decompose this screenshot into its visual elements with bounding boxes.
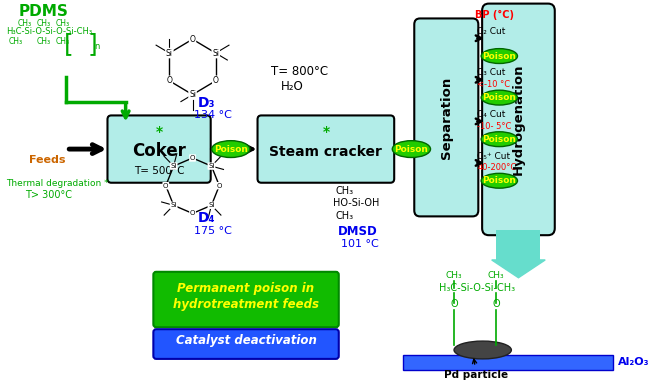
Text: CH₃: CH₃	[446, 271, 462, 280]
Text: [: [	[63, 32, 73, 56]
Ellipse shape	[393, 141, 430, 158]
Text: O: O	[216, 183, 222, 189]
Text: O: O	[163, 183, 168, 189]
Text: 175 °C: 175 °C	[194, 226, 232, 236]
Text: Coker: Coker	[132, 142, 186, 160]
Text: Poison: Poison	[482, 135, 516, 144]
Text: -10- 5°C: -10- 5°C	[477, 122, 512, 131]
Text: 134 °C: 134 °C	[194, 111, 232, 120]
Text: Al₂O₃: Al₂O₃	[618, 357, 649, 367]
Text: O: O	[190, 210, 195, 217]
Ellipse shape	[481, 132, 518, 147]
Text: Si: Si	[166, 48, 173, 57]
Text: *: *	[156, 125, 162, 139]
Text: Poison: Poison	[214, 145, 248, 154]
Text: Pd particle: Pd particle	[445, 359, 509, 380]
Text: CH₃: CH₃	[488, 271, 505, 280]
Text: Poison: Poison	[482, 93, 516, 102]
Text: C₂ Cut: C₂ Cut	[477, 27, 506, 36]
Text: CH₃: CH₃	[335, 185, 353, 196]
Text: C₅⁺ Cut: C₅⁺ Cut	[477, 151, 511, 161]
Polygon shape	[492, 260, 545, 278]
Text: Si: Si	[189, 90, 196, 99]
Text: O: O	[451, 300, 458, 310]
Text: ]: ]	[87, 32, 97, 56]
Text: Feeds: Feeds	[29, 155, 65, 165]
Text: 101 °C: 101 °C	[341, 239, 378, 249]
Text: CH₃: CH₃	[56, 37, 70, 46]
Text: Catalyst deactivation: Catalyst deactivation	[175, 334, 316, 347]
Text: H₃C-Si-O-Si-CH₃: H₃C-Si-O-Si-CH₃	[439, 282, 515, 293]
Text: CH₃: CH₃	[37, 19, 51, 28]
FancyBboxPatch shape	[108, 116, 211, 183]
Text: CH₃: CH₃	[56, 19, 70, 28]
Text: Thermal degradation *: Thermal degradation *	[6, 179, 109, 188]
Text: T= 800°C: T= 800°C	[271, 65, 328, 78]
Text: O: O	[190, 35, 196, 44]
Ellipse shape	[481, 90, 518, 105]
FancyBboxPatch shape	[153, 329, 339, 359]
FancyBboxPatch shape	[414, 19, 479, 217]
FancyBboxPatch shape	[496, 230, 541, 260]
Text: Poison: Poison	[482, 176, 516, 185]
Text: HO-Si-OH: HO-Si-OH	[333, 199, 379, 208]
Text: PDMS: PDMS	[19, 5, 68, 19]
Text: Si: Si	[170, 202, 177, 208]
Text: C₃ Cut: C₃ Cut	[477, 68, 506, 77]
Ellipse shape	[481, 173, 518, 188]
Text: Si: Si	[170, 163, 177, 169]
Text: O: O	[190, 155, 195, 161]
Text: <-10 °C: <-10 °C	[477, 80, 511, 89]
FancyBboxPatch shape	[258, 116, 394, 183]
Text: CH₃: CH₃	[335, 211, 353, 221]
Text: Hydrogenation: Hydrogenation	[512, 64, 525, 175]
Text: BP (°C): BP (°C)	[475, 10, 514, 21]
Text: C₄ Cut: C₄ Cut	[477, 110, 506, 119]
Text: Si: Si	[212, 48, 219, 57]
Ellipse shape	[212, 141, 250, 158]
Ellipse shape	[481, 48, 518, 64]
Text: 40-200°C: 40-200°C	[477, 163, 516, 172]
FancyBboxPatch shape	[153, 272, 339, 327]
Text: Si: Si	[208, 163, 215, 169]
Text: Si: Si	[208, 202, 215, 208]
Text: Poison: Poison	[482, 52, 516, 61]
Text: T> 300°C: T> 300°C	[25, 190, 72, 199]
Text: Poison: Poison	[394, 145, 428, 154]
Text: CH₃: CH₃	[37, 37, 51, 46]
Text: O: O	[213, 76, 218, 85]
FancyBboxPatch shape	[403, 355, 613, 370]
Text: Permanent poison in: Permanent poison in	[177, 282, 315, 294]
Text: hydrotreatment feeds: hydrotreatment feeds	[173, 298, 319, 312]
Text: Separation: Separation	[440, 76, 452, 159]
Ellipse shape	[454, 341, 511, 359]
Text: CH₃: CH₃	[9, 37, 23, 46]
Text: n: n	[94, 42, 100, 51]
Text: Steam cracker: Steam cracker	[269, 145, 382, 159]
Text: O: O	[492, 300, 500, 310]
FancyBboxPatch shape	[482, 3, 555, 235]
Text: *: *	[322, 125, 329, 139]
Text: O: O	[166, 76, 172, 85]
Text: H₃C-Si-O-Si-O-Si-CH₃: H₃C-Si-O-Si-O-Si-CH₃	[6, 27, 93, 36]
Text: DMSD: DMSD	[338, 225, 378, 238]
Text: T= 500°C: T= 500°C	[134, 166, 185, 176]
Text: D₃: D₃	[198, 95, 215, 109]
Text: CH₃: CH₃	[18, 19, 32, 28]
Text: H₂O: H₂O	[280, 80, 303, 93]
Text: D₄: D₄	[198, 211, 215, 225]
